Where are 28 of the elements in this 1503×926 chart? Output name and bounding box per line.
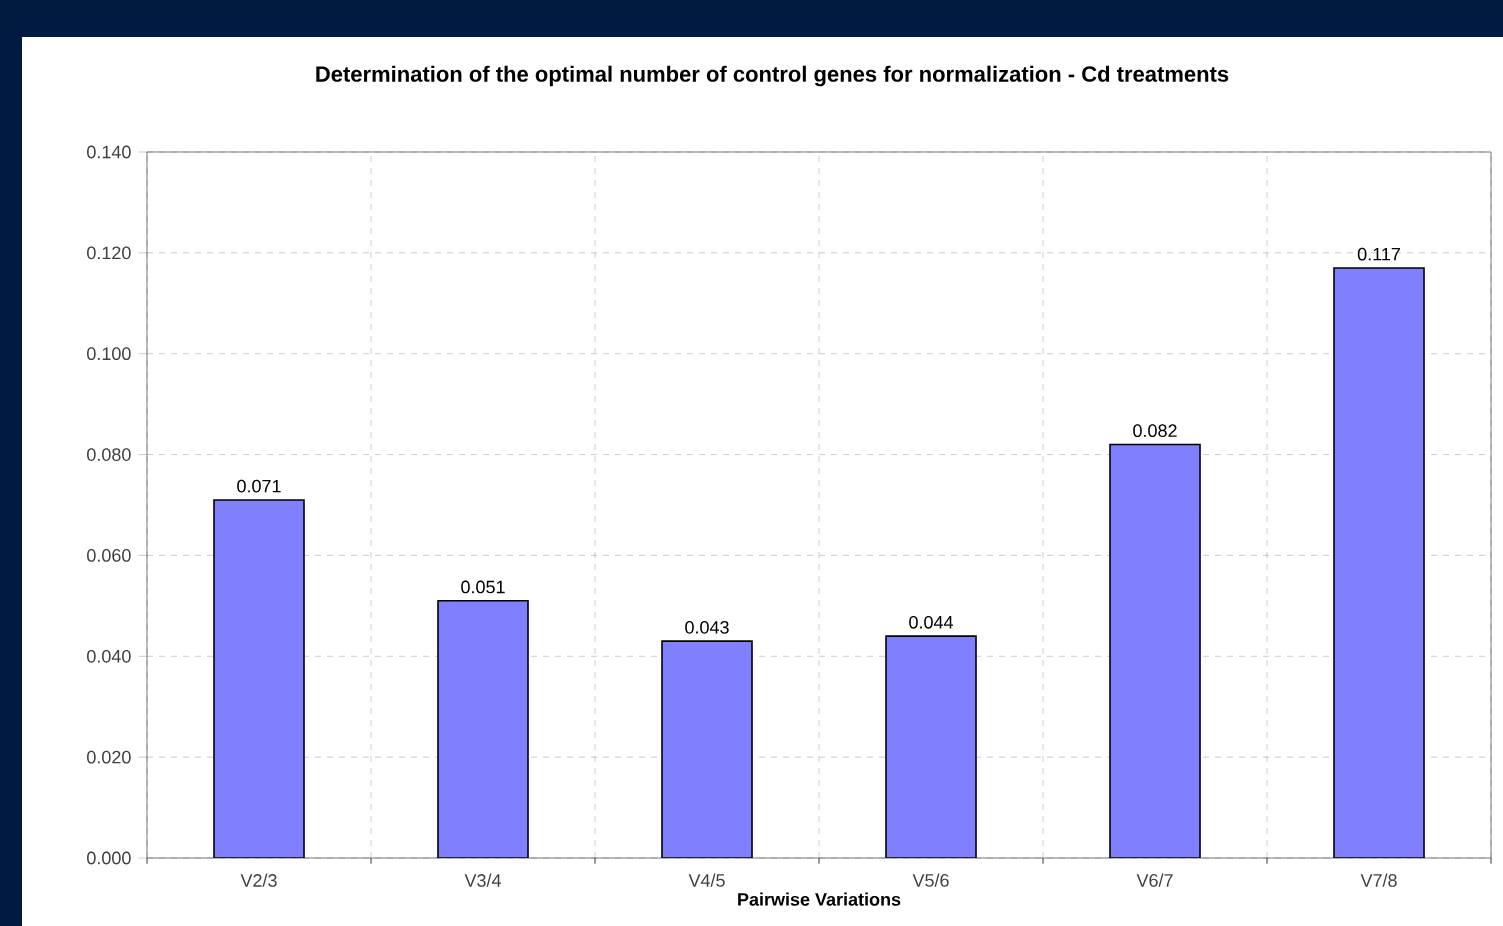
y-tick-label: 0.000 bbox=[87, 851, 131, 865]
bar bbox=[661, 640, 753, 858]
x-tick-label: V7/8 bbox=[1360, 873, 1397, 887]
data-label: 0.044 bbox=[909, 615, 953, 629]
x-tick-label: V2/3 bbox=[240, 873, 277, 887]
x-tick-label: V5/6 bbox=[912, 873, 949, 887]
bar bbox=[437, 600, 529, 858]
y-tick-label: 0.060 bbox=[87, 549, 131, 562]
y-tick-label: 0.040 bbox=[87, 649, 131, 663]
bar bbox=[213, 499, 305, 858]
x-tick-label: V3/4 bbox=[464, 873, 501, 887]
bar bbox=[885, 635, 977, 858]
data-label: 0.082 bbox=[1133, 424, 1177, 438]
data-label: 0.071 bbox=[237, 479, 281, 493]
y-tick-label: 0.100 bbox=[87, 347, 131, 361]
chart-title: Determination of the optimal number of control genes for normalization - Cd treatments bbox=[316, 65, 1229, 87]
y-tick-label: 0.120 bbox=[87, 246, 131, 260]
y-tick-label: 0.140 bbox=[87, 145, 131, 159]
y-tick-label: 0.020 bbox=[87, 750, 131, 764]
data-label: 0.117 bbox=[1357, 247, 1400, 261]
bar bbox=[1333, 267, 1425, 858]
x-tick-label: V6/7 bbox=[1136, 873, 1173, 887]
x-axis-title: Pairwise Variations bbox=[738, 892, 901, 906]
y-tick-label: 0.080 bbox=[87, 448, 131, 461]
data-label: 0.051 bbox=[461, 580, 505, 594]
x-tick-label: V4/5 bbox=[688, 873, 725, 887]
data-label: 0.043 bbox=[685, 620, 729, 634]
bar bbox=[1109, 443, 1201, 858]
